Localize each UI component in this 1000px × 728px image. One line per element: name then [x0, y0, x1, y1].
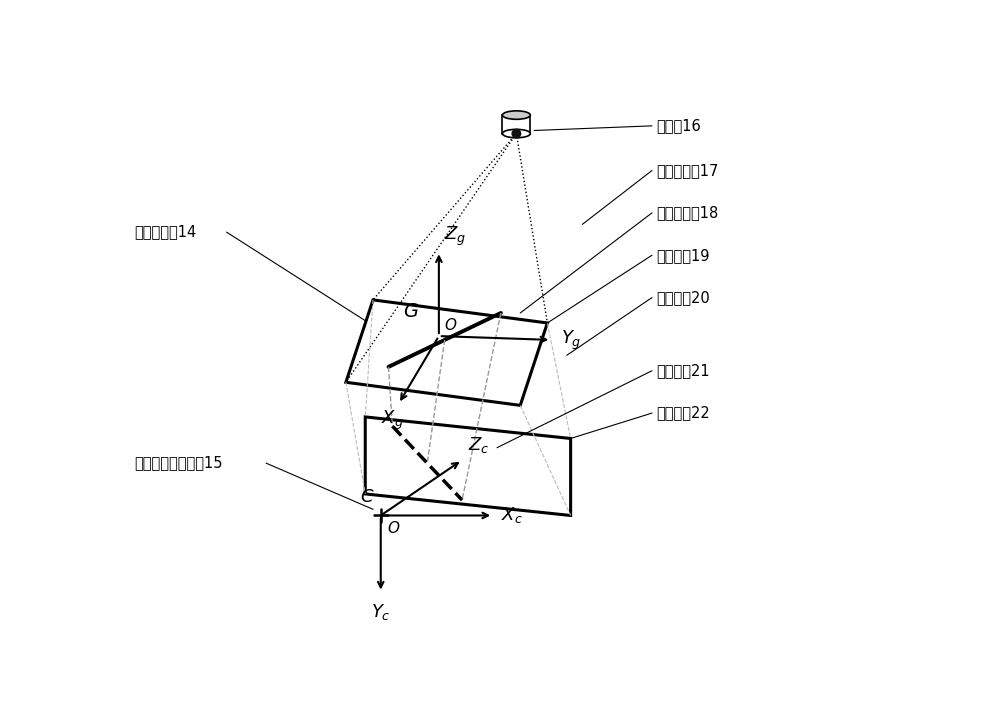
Text: 结构光条纹18: 结构光条纹18 — [656, 205, 718, 221]
Text: 靶标平面19: 靶标平面19 — [656, 248, 709, 263]
Text: 第一摄像机坐标系15: 第一摄像机坐标系15 — [134, 456, 223, 470]
Text: $C$: $C$ — [360, 488, 375, 506]
Text: 成像平面22: 成像平面22 — [656, 405, 710, 421]
Ellipse shape — [502, 111, 530, 119]
Text: $O$: $O$ — [387, 520, 400, 536]
Text: $X_c$: $X_c$ — [501, 505, 523, 526]
Text: 条纹成像21: 条纹成像21 — [656, 363, 710, 379]
Text: $Z_g$: $Z_g$ — [444, 224, 467, 248]
Text: $O$: $O$ — [444, 317, 458, 333]
Text: $Y_g$: $Y_g$ — [561, 328, 581, 352]
Circle shape — [512, 130, 521, 138]
Text: 射影平面20: 射影平面20 — [656, 290, 710, 305]
Text: $X_g$: $X_g$ — [381, 409, 404, 432]
Text: 激光器16: 激光器16 — [656, 119, 701, 133]
Text: 结构光平面17: 结构光平面17 — [656, 163, 718, 178]
Text: 靶标坐标系14: 靶标坐标系14 — [134, 225, 197, 240]
Text: $G$: $G$ — [403, 301, 420, 320]
Ellipse shape — [502, 130, 530, 138]
Text: $Y_c$: $Y_c$ — [371, 602, 391, 622]
Text: $Z_c$: $Z_c$ — [468, 435, 489, 456]
